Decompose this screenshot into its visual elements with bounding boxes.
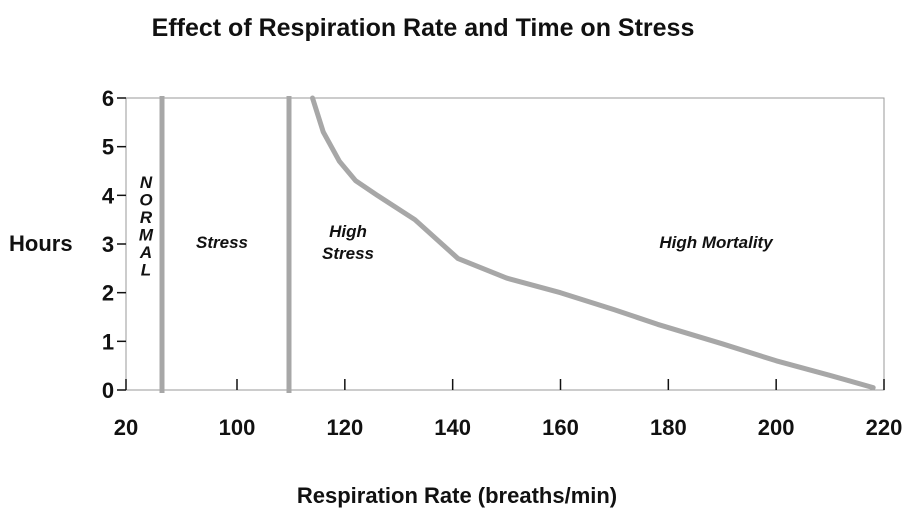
x-tick-label: 160 <box>542 415 579 440</box>
y-tick-label: 4 <box>102 183 115 208</box>
region-label: Stress <box>196 233 248 252</box>
y-tick-label: 5 <box>102 135 114 160</box>
x-axis-ticks: 20 100 120 140 160 180 200 220 <box>114 379 903 440</box>
x-tick-label: 180 <box>650 415 687 440</box>
region-label: High Mortality <box>659 233 774 252</box>
region-labels: N O R M A L Stress High Stress High Mortality <box>139 173 774 280</box>
x-tick-label: 100 <box>219 415 256 440</box>
region-boundaries <box>159 96 292 393</box>
x-tick-label: 200 <box>758 415 795 440</box>
y-tick-label: 3 <box>102 232 114 257</box>
y-tick-label: 0 <box>102 378 114 403</box>
x-tick-label: 140 <box>434 415 471 440</box>
x-tick-label: 120 <box>326 415 363 440</box>
x-tick-label: 20 <box>114 415 138 440</box>
y-tick-label: 2 <box>102 281 114 306</box>
y-tick-label: 1 <box>102 329 114 354</box>
stress-threshold-curve <box>310 95 876 391</box>
chart-title: Effect of Respiration Rate and Time on S… <box>152 14 695 42</box>
x-axis-label: Respiration Rate (breaths/min) <box>297 483 617 508</box>
y-tick-label: 6 <box>102 86 114 111</box>
y-axis-label: Hours <box>9 231 73 256</box>
y-axis-ticks: 0 1 2 3 4 5 6 <box>102 86 126 403</box>
x-tick-label: 220 <box>866 415 903 440</box>
region-label: High Stress <box>322 222 374 263</box>
series-group <box>310 95 876 391</box>
